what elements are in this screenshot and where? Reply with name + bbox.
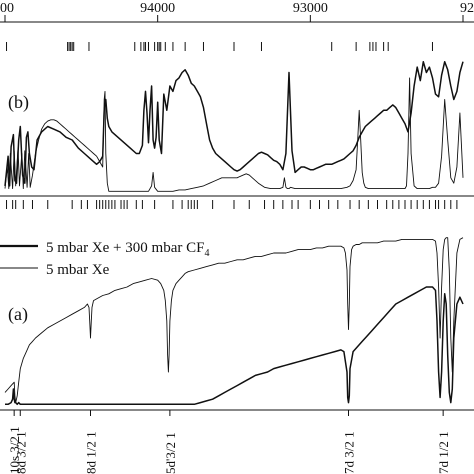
assignment-label: 7d 1/2 1 (436, 431, 451, 474)
assignment-label: 8d 3/2 1 (13, 431, 28, 474)
panel-a-plot (4, 237, 464, 406)
panel-b-series-xe-cf4 (4, 60, 464, 187)
top-axis-ticks: 00 94000 93000 92 (0, 1, 474, 22)
assignment-label: 7d 3/2 1 (342, 431, 357, 474)
line-position-bars-middle (6, 200, 458, 209)
panel-a-label: (a) (8, 304, 28, 325)
top-axis-tick-label: 94000 (140, 1, 175, 16)
panel-b-label: (b) (8, 92, 29, 113)
assignment-labels: 10s 3/2 18d 3/2 1 8d 1/2 1 5d'3/2 1 7d 3/2 … (7, 410, 451, 474)
top-axis-tick-label: 92 (460, 1, 474, 16)
legend-label-xe: 5 mbar Xe (46, 262, 110, 278)
top-axis-tick-label: 93000 (293, 1, 328, 16)
assignment-label: 5d'3/2 1 (163, 432, 178, 474)
panel-a-series-xe (5, 286, 464, 406)
legend: 5 mbar Xe + 300 mbar CF4 5 mbar Xe (0, 240, 209, 278)
assignment-label: 10s 3/2 1 (7, 426, 22, 474)
assignment-label: 8d 1/2 1 (83, 431, 98, 474)
top-axis-tick-label: 00 (0, 1, 14, 16)
panel-b-plot (4, 60, 464, 192)
panel-a-series-xe-cf4 (4, 237, 464, 404)
legend-label-xe-cf4: 5 mbar Xe + 300 mbar CF4 (46, 240, 209, 259)
line-position-bars-top (6, 42, 433, 51)
axes-frames (0, 21, 474, 411)
panel-b-series-xe (4, 77, 464, 192)
